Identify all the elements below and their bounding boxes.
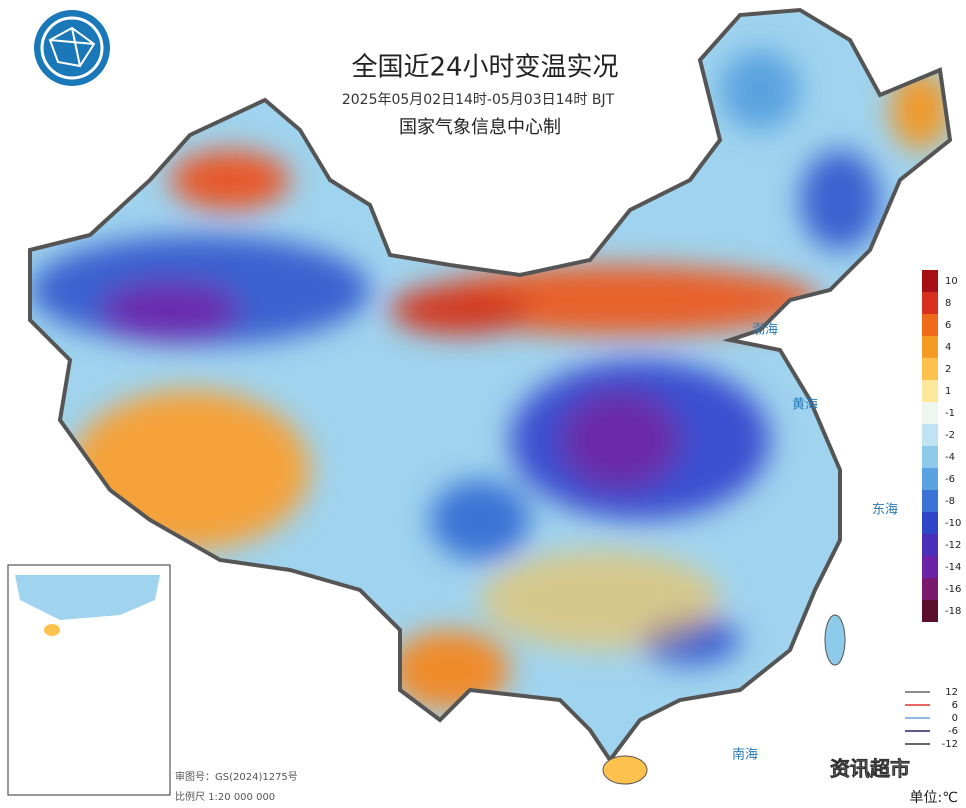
scale-cell bbox=[922, 446, 938, 468]
scale-cell bbox=[922, 468, 938, 490]
subtitle: 2025年05月02日14时-05月03日14时 BJT bbox=[342, 92, 615, 108]
scale-label: -18 bbox=[945, 606, 961, 617]
scale: 比例尺 1:20 000 000 bbox=[175, 790, 275, 803]
scale-cell bbox=[922, 600, 938, 622]
scale-label: 4 bbox=[945, 342, 951, 353]
scale-cell bbox=[922, 534, 938, 556]
scale-label: -2 bbox=[945, 430, 955, 441]
isoline-label: -6 bbox=[948, 726, 958, 737]
scale-cell bbox=[922, 336, 938, 358]
taiwan bbox=[824, 614, 846, 666]
scale-cell bbox=[922, 314, 938, 336]
scale-label: 8 bbox=[945, 298, 951, 309]
scale-label: -4 bbox=[945, 452, 955, 463]
scale-label: -1 bbox=[945, 408, 955, 419]
scale-cell bbox=[922, 292, 938, 314]
scale-label: -16 bbox=[945, 584, 961, 595]
isoline-label: 12 bbox=[945, 687, 958, 698]
scale-label: 6 bbox=[945, 320, 951, 331]
inset-map bbox=[7, 564, 171, 796]
isoline-legend: 12 6 0 -6 -12 bbox=[905, 687, 958, 750]
sea-label: 渤海 bbox=[752, 322, 778, 338]
scale-label: 2 bbox=[945, 364, 951, 375]
scale-label: 10 bbox=[945, 276, 958, 287]
scale-label: -6 bbox=[945, 474, 955, 485]
scale-label: -10 bbox=[945, 518, 961, 529]
scale-cell bbox=[922, 270, 938, 292]
scale-cell bbox=[922, 490, 938, 512]
scale-cell bbox=[922, 424, 938, 446]
isoline-label: -12 bbox=[942, 739, 958, 750]
scale-cell bbox=[922, 358, 938, 380]
border bbox=[28, 7, 953, 764]
scale-cell bbox=[922, 402, 938, 424]
isoline-label: 6 bbox=[952, 700, 958, 711]
sea-label: 东海 bbox=[872, 503, 898, 518]
unit: 单位:℃ bbox=[910, 790, 958, 806]
scale-cell bbox=[922, 578, 938, 600]
scale-label: 1 bbox=[945, 386, 951, 397]
scale-cell bbox=[922, 556, 938, 578]
sea-label: 黄海 bbox=[792, 398, 818, 413]
watermark: 资讯超市 bbox=[830, 757, 910, 781]
scale-label: -8 bbox=[945, 496, 955, 507]
producer: 国家气象信息中心制 bbox=[399, 117, 561, 138]
hainan bbox=[602, 755, 648, 785]
isoline-label: 0 bbox=[952, 713, 958, 724]
sea-label: 南海 bbox=[732, 747, 758, 763]
map-number: 审图号：GS(2024)1275号 bbox=[175, 770, 298, 783]
scale-label: -14 bbox=[945, 562, 961, 573]
title: 全国近24小时变温实况 bbox=[351, 53, 618, 83]
scale-cell bbox=[922, 512, 938, 534]
scale-cell bbox=[922, 380, 938, 402]
scale-label: -12 bbox=[945, 540, 961, 551]
logo bbox=[34, 10, 110, 86]
color-scale: 10 8 6 4 2 1 -1 -2 -4 -6 -8 -10 -12 -14 -16 -18 bbox=[922, 270, 961, 622]
